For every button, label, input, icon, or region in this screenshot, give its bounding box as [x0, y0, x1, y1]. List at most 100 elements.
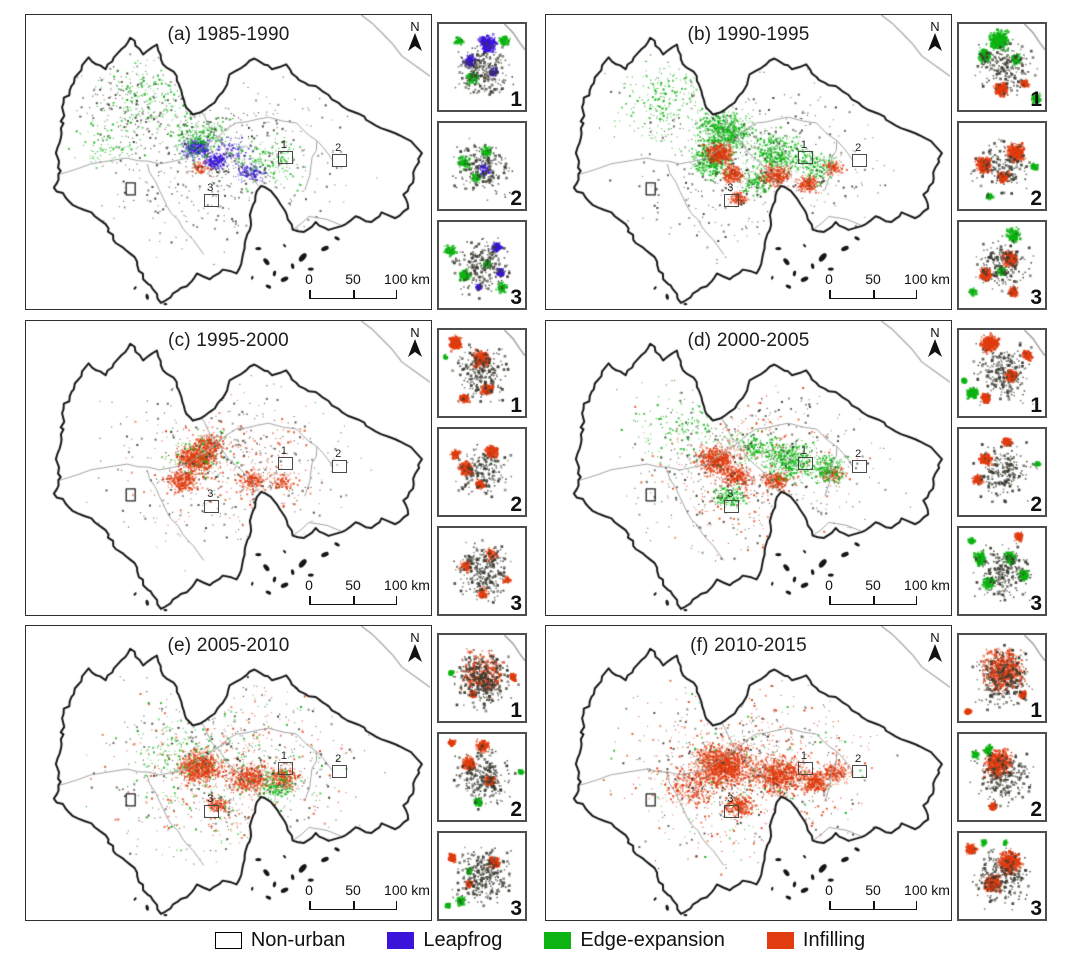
sample-box-3: 3 — [724, 792, 740, 818]
north-label: N — [930, 325, 940, 340]
inset-b-3: 3 — [957, 220, 1047, 310]
legend-item-infilling: Infilling — [766, 929, 866, 952]
inset-a-3: 3 — [437, 220, 527, 310]
sample-box-3-label: 3 — [727, 792, 734, 805]
north-arrow-icon — [928, 33, 942, 51]
map-canvas-d — [546, 321, 950, 613]
scale-label-0: 0 — [305, 271, 313, 287]
map-c: (c) 1995-2000 N 0 50 100 km 1 2 3 — [25, 320, 432, 616]
scale-bar: 0 50 100 km — [825, 577, 950, 607]
sample-box-3-outline — [724, 804, 740, 818]
legend: Non-urban Leapfrog Edge-expansion Infill… — [0, 929, 1080, 952]
north-arrow: N — [928, 19, 942, 51]
sample-box-2-label: 2 — [855, 752, 862, 765]
north-arrow-icon — [928, 339, 942, 357]
map-canvas-f — [546, 626, 950, 918]
scale-label-0: 0 — [305, 577, 313, 593]
scale-bar: 0 50 100 km — [305, 882, 430, 912]
legend-label: Edge-expansion — [580, 929, 725, 951]
inset-number: 1 — [510, 699, 522, 722]
north-arrow-icon — [408, 644, 422, 662]
scale-label-50: 50 — [345, 271, 361, 287]
inset-column-b: 1 2 3 — [957, 14, 1047, 310]
inset-canvas-a-3 — [439, 222, 525, 308]
sample-box-2-outline — [332, 764, 348, 778]
sample-box-2: 2 — [332, 448, 348, 473]
inset-number: 3 — [1030, 897, 1042, 920]
non-urban-swatch — [214, 932, 242, 949]
sample-box-3-outline — [724, 193, 740, 207]
sample-box-1: 1 — [797, 749, 813, 775]
inset-c-3: 3 — [437, 526, 527, 616]
panel-c: (c) 1995-2000 N 0 50 100 km 1 2 3 1 2 3 — [25, 320, 528, 616]
panel-a: (a) 1985-1990 N 0 50 100 km 1 2 3 1 2 3 — [25, 14, 528, 310]
north-label: N — [410, 325, 420, 340]
panel-b: (b) 1990-1995 N 0 50 100 km 1 2 3 1 2 3 — [545, 14, 1048, 310]
north-arrow: N — [408, 325, 422, 357]
scale-label-100km: 100 km — [904, 577, 950, 593]
map-b: (b) 1990-1995 N 0 50 100 km 1 2 3 — [545, 14, 952, 310]
inset-e-2: 2 — [437, 732, 527, 822]
inset-number: 1 — [1030, 394, 1042, 417]
inset-canvas-d-3 — [959, 528, 1045, 614]
edge-expansion-swatch — [544, 932, 572, 949]
panel-d: (d) 2000-2005 N 0 50 100 km 1 2 3 1 2 3 — [545, 320, 1048, 616]
inset-number: 1 — [1030, 699, 1042, 722]
inset-canvas-f-3 — [959, 833, 1045, 919]
inset-f-2: 2 — [957, 732, 1047, 822]
sample-box-2: 2 — [852, 447, 868, 473]
inset-number: 2 — [510, 798, 522, 821]
scale-bar-line — [829, 290, 917, 299]
sample-box-3-outline — [204, 804, 220, 818]
sample-box-1: 1 — [277, 444, 293, 470]
sample-box-2: 2 — [852, 142, 868, 167]
panel-f: (f) 2010-2015 N 0 50 100 km 1 2 3 1 2 3 — [545, 625, 1048, 921]
panel-e: (e) 2005-2010 N 0 50 100 km 1 2 3 1 2 3 — [25, 625, 528, 921]
inset-canvas-c-1 — [439, 330, 525, 416]
inset-number: 1 — [1030, 88, 1042, 111]
inset-number: 3 — [510, 592, 522, 615]
sample-box-2-label: 2 — [855, 447, 862, 460]
north-label: N — [930, 19, 940, 34]
infilling-swatch — [766, 932, 794, 949]
inset-number: 3 — [510, 286, 522, 309]
scale-label-100km: 100 km — [384, 882, 430, 898]
sample-box-2-outline — [852, 459, 868, 473]
inset-a-2: 2 — [437, 121, 527, 211]
inset-f-1: 1 — [957, 633, 1047, 723]
inset-canvas-b-3 — [959, 222, 1045, 308]
sample-box-3-outline — [724, 499, 740, 513]
inset-canvas-f-2 — [959, 734, 1045, 820]
legend-label: Non-urban — [250, 929, 346, 951]
sample-box-1: 1 — [277, 138, 293, 164]
sample-box-3: 3 — [724, 182, 740, 207]
sample-box-3: 3 — [204, 182, 220, 207]
leapfrog-swatch — [387, 932, 415, 949]
sample-box-2: 2 — [332, 753, 348, 778]
scale-label-100km: 100 km — [904, 882, 950, 898]
sample-box-2: 2 — [852, 752, 868, 778]
scale-bar: 0 50 100 km — [825, 271, 950, 301]
sample-box-2-label: 2 — [335, 141, 342, 154]
legend-label: Infilling — [802, 929, 866, 951]
sample-box-1-outline — [277, 761, 293, 775]
sample-box-1-label: 1 — [280, 444, 288, 457]
north-label: N — [410, 19, 420, 34]
north-label: N — [930, 630, 940, 645]
sample-box-1-label: 1 — [800, 138, 808, 151]
inset-canvas-c-3 — [439, 528, 525, 614]
north-arrow-icon — [408, 339, 422, 357]
north-arrow-icon — [408, 33, 422, 51]
sample-box-1-label: 1 — [280, 138, 288, 151]
inset-number: 2 — [510, 493, 522, 516]
scale-label-50: 50 — [345, 577, 361, 593]
scale-bar-line — [829, 901, 917, 910]
scale-label-50: 50 — [865, 577, 881, 593]
scale-bar: 0 50 100 km — [305, 271, 430, 301]
sample-box-1: 1 — [797, 445, 813, 470]
scale-bar-line — [309, 596, 397, 605]
sample-box-1-label: 1 — [800, 749, 808, 762]
sample-box-1-label: 1 — [280, 749, 288, 762]
inset-canvas-a-2 — [439, 123, 525, 209]
scale-bar-line — [829, 596, 917, 605]
